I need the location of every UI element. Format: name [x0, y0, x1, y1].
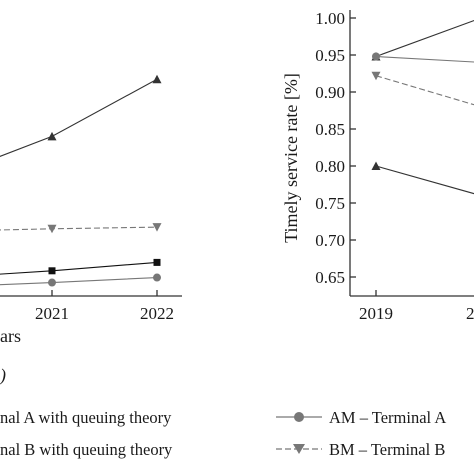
left-series-4-line [0, 276, 158, 286]
left-chart: 2021 2022 ars ) [0, 74, 182, 386]
left-series-2-point-4 [152, 223, 162, 232]
right-series-3-point-1 [371, 71, 381, 81]
left-series-1-line [0, 78, 158, 157]
legend-marker-3 [294, 412, 304, 422]
right-x-tick-label-2019: 2019 [359, 304, 393, 323]
legend-label-4: BM – Terminal B [329, 440, 445, 459]
right-y-tick-label-5: 0.80 [315, 157, 345, 176]
right-series-4-line [375, 165, 474, 195]
left-series-1-point-3 [47, 131, 57, 141]
left-series-group [0, 74, 162, 287]
right-y-tick-label-1: 1.00 [315, 9, 345, 28]
left-series-2-line [0, 226, 158, 231]
right-series-2-point-1 [372, 52, 380, 61]
left-series-3-point-4 [153, 258, 161, 266]
left-series-2-point-3 [47, 224, 57, 234]
right-series-2-line [375, 55, 474, 63]
left-series-4-point-3 [48, 278, 56, 287]
legend-label-3: AM – Terminal A [329, 408, 446, 427]
right-x-tick-label-partial: 2 [466, 304, 474, 323]
legend-label-1: nal A with queuing theory [0, 408, 172, 427]
right-y-tick-label-8: 0.65 [315, 268, 345, 287]
right-y-tick-label-4: 0.85 [315, 120, 345, 139]
right-y-axis-title: Timely service rate [%] [281, 73, 301, 243]
left-panel-label: ) [0, 365, 6, 386]
legend-label-2: nal B with queuing theory [0, 440, 173, 459]
left-series-3-line [0, 261, 158, 275]
left-series-4-point-4 [153, 273, 161, 282]
right-y-tick-label-6: 0.75 [315, 194, 345, 213]
right-series-3-line [375, 75, 474, 106]
right-y-tick-label-3: 0.90 [315, 83, 345, 102]
left-x-axis-title: ars [0, 326, 21, 346]
right-series-4-point-1 [371, 161, 381, 170]
right-y-tick-label-7: 0.70 [315, 231, 345, 250]
right-y-tick-label-2: 0.95 [315, 46, 345, 65]
right-y-ticks: 1.00 0.95 0.90 0.85 0.80 0.75 0.70 0.65 [315, 9, 356, 287]
right-series-1-line [375, 19, 474, 57]
right-series-group [371, 19, 474, 195]
left-x-tick-label-2022: 2022 [140, 304, 174, 323]
left-series-3-point-3 [48, 267, 56, 275]
left-x-tick-label-2021: 2021 [35, 304, 69, 323]
legend-marker-4 [293, 444, 305, 454]
right-chart: 2019 2 Timely service rate [%] 1.00 0.95 0… [281, 9, 474, 323]
legend: nal A with queuing theory nal B with que… [0, 408, 446, 459]
left-series-1-point-4 [152, 74, 162, 84]
